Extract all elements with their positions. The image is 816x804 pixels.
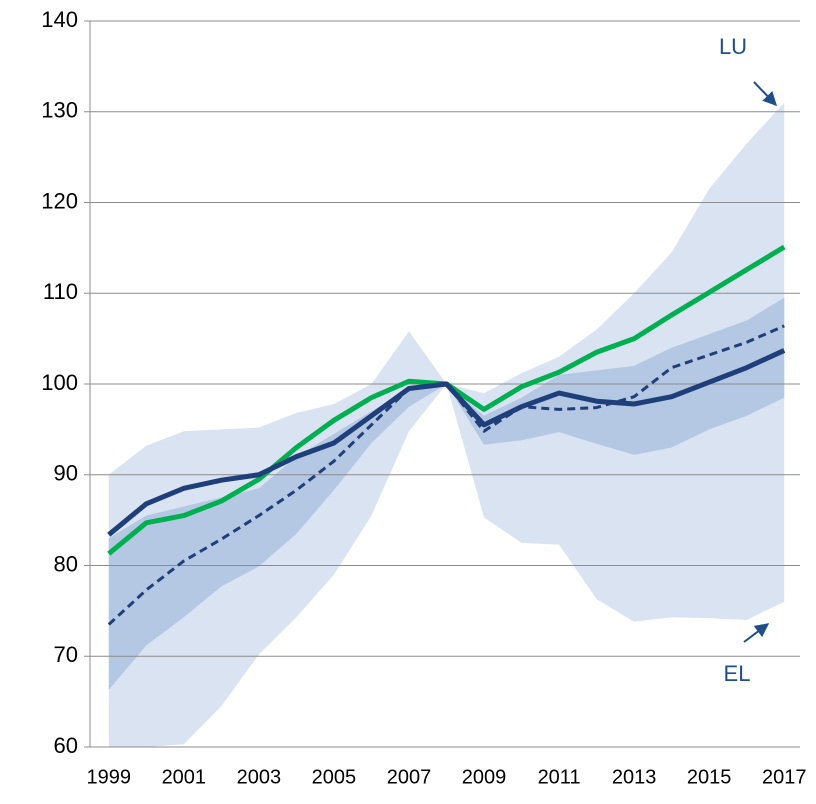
y-tick-label: 140 [41, 7, 78, 32]
x-tick-label: 2013 [612, 766, 657, 788]
x-tick-label: 2003 [237, 766, 282, 788]
x-tick-label: 2005 [312, 766, 357, 788]
y-tick-label: 130 [41, 98, 78, 123]
y-tick-label: 110 [43, 279, 78, 304]
annotation-arrow [753, 81, 777, 107]
y-tick-label: 90 [54, 461, 78, 486]
y-tick-label: 70 [54, 642, 78, 667]
x-tick-label: 1999 [87, 766, 132, 788]
x-tick-label: 2007 [387, 766, 432, 788]
x-tick-label: 2017 [762, 766, 807, 788]
annotation: EL [724, 661, 751, 686]
x-tick-label: 2011 [538, 766, 581, 788]
annotation-arrow [743, 623, 770, 643]
y-tick-label: 120 [41, 188, 78, 213]
y-tick-label: 100 [41, 370, 78, 395]
x-tick-label: 2015 [687, 766, 732, 788]
y-tick-label: 80 [54, 551, 78, 576]
x-tick-label: 2009 [462, 766, 507, 788]
annotation: LU [719, 34, 747, 59]
x-tick-label: 2001 [162, 766, 207, 788]
band [108, 297, 785, 690]
band [108, 102, 785, 748]
line [107, 348, 786, 537]
y-tick-label: 60 [54, 733, 78, 758]
